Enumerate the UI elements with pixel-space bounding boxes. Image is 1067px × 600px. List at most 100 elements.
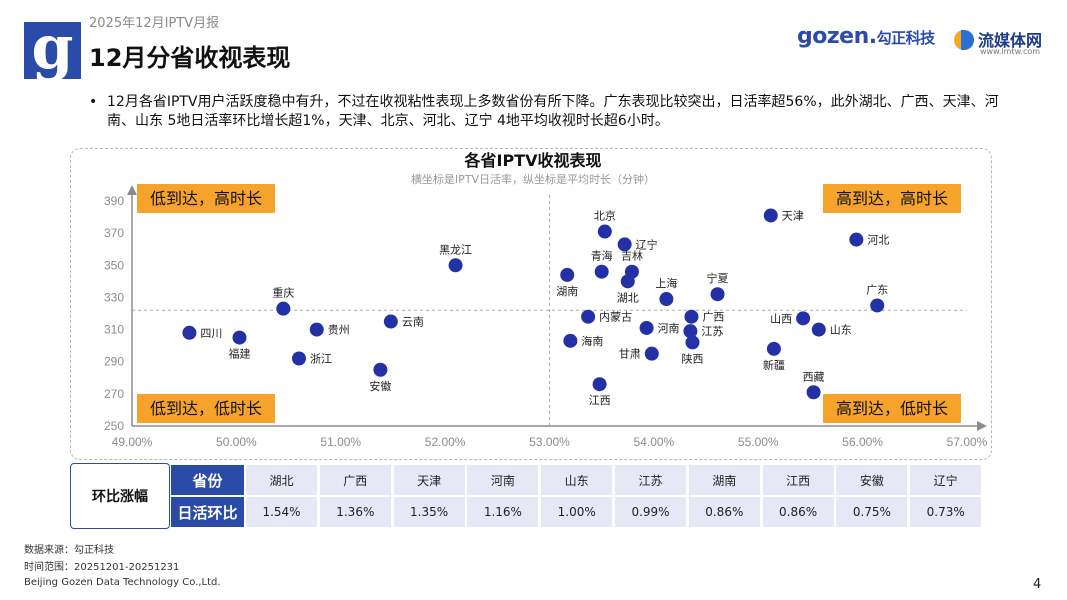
data-point: [766, 341, 781, 356]
data-point: [182, 325, 197, 340]
table-province-cell: 安徽: [836, 465, 908, 495]
data-point: [276, 301, 291, 316]
data-point: [806, 385, 821, 400]
y-tick-label: 390: [104, 194, 124, 208]
data-point: [683, 324, 698, 339]
data-label: 北京: [594, 209, 616, 223]
y-tick-label: 370: [104, 226, 124, 240]
y-axis-arrow-icon: [127, 185, 137, 195]
table-province-cell: 湖南: [688, 465, 760, 495]
data-point: [811, 322, 826, 337]
y-tick-label: 330: [104, 290, 124, 304]
quadrant-box-top-right: [823, 184, 961, 213]
data-label: 天津: [782, 209, 804, 222]
brand-lmtw-url: www.lmtw.com: [980, 47, 1041, 56]
data-label: 山东: [830, 324, 852, 337]
chart-subtitle: 横坐标是IPTV日活率，纵坐标是平均时长（分钟）: [411, 172, 655, 186]
chart-title: 各省IPTV收视表现: [464, 151, 602, 170]
data-label: 福建: [229, 347, 251, 361]
brand-gozen-text: gozen.: [797, 24, 877, 49]
x-tick-label: 55.00%: [738, 435, 779, 449]
table-province-cell: 辽宁: [910, 465, 982, 495]
table-row-title: 环比涨幅: [70, 463, 170, 529]
table-province-cell: 山东: [541, 465, 613, 495]
table-province-cell: 江苏: [615, 465, 686, 495]
data-label: 浙江: [310, 353, 332, 366]
data-label: 广东: [866, 283, 888, 296]
table-value-cell: 0.75%: [836, 497, 908, 527]
data-point: [685, 335, 700, 350]
data-point: [563, 333, 578, 348]
data-point: [849, 232, 864, 247]
data-point: [373, 362, 388, 377]
data-label: 重庆: [272, 286, 294, 300]
footer-source: 数据来源：勾正科技: [24, 545, 114, 556]
data-point: [763, 208, 778, 223]
table-province-cell: 江西: [762, 465, 834, 495]
data-point: [448, 258, 463, 273]
table-province-cell: 天津: [393, 465, 465, 495]
table-value-label: 日活环比: [171, 497, 244, 527]
chart-frame: [70, 148, 992, 460]
data-label: 宁夏: [707, 271, 729, 285]
data-point: [581, 309, 596, 324]
y-tick-label: 270: [104, 387, 124, 401]
page-number: 4: [1033, 577, 1042, 592]
data-label: 江苏: [701, 325, 723, 338]
table-province-cell: 广西: [319, 465, 391, 495]
data-label: 河南: [658, 322, 680, 335]
data-point: [710, 287, 725, 302]
brand-gozen-cn: 勾正科技: [876, 29, 936, 47]
data-point: [383, 314, 398, 329]
x-tick-label: 50.00%: [216, 435, 257, 449]
table-value-cell: 1.16%: [467, 497, 539, 527]
logo-letter: g: [31, 13, 74, 83]
data-point: [617, 237, 632, 252]
y-tick-label: 250: [104, 419, 124, 433]
table-value-cell: 1.36%: [319, 497, 391, 527]
brand-lmtw: 流媒体网: [978, 31, 1043, 50]
data-label: 陕西: [681, 351, 703, 365]
gozen-logo: g: [24, 18, 81, 79]
y-tick-label: 290: [104, 355, 124, 369]
table-province-cell: 河南: [467, 465, 539, 495]
data-label: 海南: [581, 334, 603, 348]
table-value-cell: 1.35%: [393, 497, 465, 527]
quadrant-label-bottom-right: 高到达，低时长: [836, 399, 948, 418]
table-value-cell: 0.99%: [615, 497, 686, 527]
data-label: 云南: [402, 316, 424, 329]
data-point: [232, 330, 247, 345]
quadrant-box-top-left: [137, 184, 275, 213]
x-tick-label: 49.00%: [112, 435, 153, 449]
table-value-cell: 0.73%: [910, 497, 982, 527]
brand-gozen-logo: gozen.勾正科技: [797, 24, 935, 49]
data-point: [644, 346, 659, 361]
quadrant-box-bottom-left: [137, 394, 275, 423]
quadrant-label-top-left: 低到达，高时长: [150, 189, 262, 208]
x-tick-label: 52.00%: [425, 435, 466, 449]
data-label: 四川: [200, 327, 222, 340]
data-label: 辽宁: [636, 237, 658, 251]
data-label: 安徽: [369, 379, 391, 393]
table-value-cell: 0.86%: [688, 497, 760, 527]
footer-company: Beijing Gozen Data Technology Co.,Ltd.: [24, 577, 221, 588]
data-label: 山西: [770, 312, 792, 325]
data-label: 内蒙古: [599, 310, 632, 324]
quadrant-label-top-right: 高到达，高时长: [836, 189, 948, 208]
data-label: 上海: [655, 276, 677, 290]
data-point: [659, 292, 674, 307]
data-label: 新疆: [763, 358, 785, 372]
data-point: [639, 320, 654, 335]
footer-time-range: 时间范围：20251201-20251231: [24, 562, 180, 573]
data-point: [796, 311, 811, 326]
data-label: 江西: [589, 394, 611, 407]
summary-text: 12月各省IPTV用户活跃度稳中有升，不过在收视粘性表现上多数省份有所下降。广东…: [87, 93, 1007, 131]
data-point: [597, 224, 612, 239]
data-point: [624, 264, 639, 279]
table-province-cell: 湖北: [246, 465, 317, 495]
data-label: 贵州: [328, 324, 350, 337]
data-point: [594, 264, 609, 279]
data-point: [309, 322, 324, 337]
x-tick-label: 57.00%: [947, 435, 988, 449]
